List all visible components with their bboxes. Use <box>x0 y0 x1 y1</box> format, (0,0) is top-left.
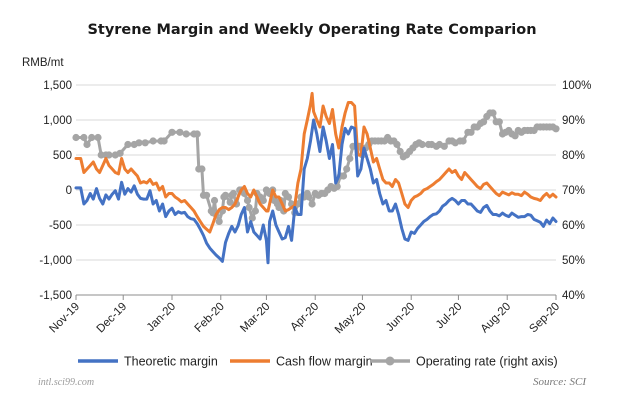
theoretic-margin-line <box>74 118 558 265</box>
operating-rate-marker <box>259 196 267 205</box>
x-tick-label: Jul-20 <box>434 301 465 332</box>
y2-tick-label: 60% <box>562 220 585 232</box>
operating-rate-marker <box>308 200 316 208</box>
operating-rate-marker <box>393 140 401 149</box>
operating-rate-marker <box>198 165 206 173</box>
operating-rate-marker <box>333 182 341 191</box>
operating-rate-marker <box>72 133 80 142</box>
y2-tick-label: 70% <box>562 185 585 197</box>
operating-rate-marker <box>346 154 354 163</box>
y-tick-label: 500 <box>53 150 72 162</box>
operating-rate-marker <box>339 172 348 180</box>
y2-tick-label: 100% <box>562 80 591 92</box>
operating-rate-marker <box>176 128 184 136</box>
y-tick-label: 1,000 <box>43 115 72 127</box>
x-tick-label: Dec-19 <box>95 301 130 336</box>
y2-tick-label: 90% <box>562 115 585 127</box>
operating-rate-marker <box>135 139 143 147</box>
operating-rate-marker <box>396 147 404 156</box>
operating-rate-marker <box>124 140 132 149</box>
x-tick-label: May-20 <box>333 301 369 337</box>
operating-rate-marker <box>305 193 313 201</box>
y2-tick-label: 50% <box>562 255 585 267</box>
y-tick-label: -1,500 <box>39 290 72 302</box>
operating-rate-marker <box>116 149 124 157</box>
x-tick-label: Apr-20 <box>288 301 321 334</box>
chart-title: Styrene Margin and Weekly Operating Rate… <box>87 22 536 38</box>
operating-rate-marker <box>248 214 256 222</box>
operating-rate-marker <box>552 125 560 133</box>
operating-rate-marker <box>210 196 219 205</box>
series-layer <box>72 91 560 265</box>
operating-rate-marker <box>467 128 475 136</box>
operating-rate-marker <box>168 128 176 136</box>
operating-rate-marker <box>480 118 488 126</box>
operating-rate-marker <box>418 140 426 149</box>
y-tick-label: -500 <box>49 220 72 232</box>
operating-rate-marker <box>245 203 253 212</box>
operating-rate-marker <box>343 165 351 173</box>
legend: Theoretic margin Cash flow margin Operatin… <box>78 355 558 369</box>
operating-rate-marker <box>495 118 503 126</box>
operating-rate-marker <box>489 109 497 117</box>
y2-tick-label: 80% <box>562 150 585 162</box>
operating-rate-marker <box>149 137 157 145</box>
legend-operating-label: Operating rate (right axis) <box>416 355 558 369</box>
operating-rate-marker <box>226 198 234 206</box>
operating-rate-marker <box>141 139 149 147</box>
y-tick-label: 0 <box>66 185 72 197</box>
y-tick-label: -1,000 <box>39 255 72 267</box>
operating-rate-marker <box>80 133 88 142</box>
operating-rate-marker <box>221 191 230 199</box>
operating-rate-marker <box>440 142 448 150</box>
x-tick-label: Aug-20 <box>479 301 514 336</box>
cash-flow-margin-line <box>74 91 558 234</box>
x-tick-label: Feb-20 <box>193 301 227 335</box>
operating-rate-marker <box>229 189 237 198</box>
operating-rate-marker <box>83 140 91 149</box>
legend-operating-marker <box>385 356 395 366</box>
operating-rate-marker <box>511 132 519 140</box>
x-tick-label: Nov-19 <box>47 301 82 336</box>
legend-theoretic-label: Theoretic margin <box>124 355 218 369</box>
y-axis-label: RMB/mt <box>22 57 64 69</box>
operating-rate-marker <box>94 133 102 142</box>
x-tick-label: Jun-20 <box>384 301 417 334</box>
watermark-text: intl.sci99.com <box>38 377 94 388</box>
y-tick-label: 1,500 <box>43 80 72 92</box>
operating-rate-marker <box>243 196 252 205</box>
operating-rate-marker <box>88 133 96 142</box>
operating-rate-marker <box>215 217 223 226</box>
operating-rate-marker <box>105 151 113 159</box>
operating-rate-marker <box>251 207 259 215</box>
x-tick-label: Sep-20 <box>527 301 562 336</box>
operating-rate-marker <box>284 193 293 201</box>
operating-rate-marker <box>182 130 190 138</box>
x-tick-label: Mar-20 <box>238 301 272 335</box>
operating-rate-marker <box>203 191 211 199</box>
y2-tick-label: 40% <box>562 290 585 302</box>
operating-rate-marker <box>459 137 467 145</box>
source-note: Source: SCI <box>533 376 587 388</box>
x-tick-label: Jan-20 <box>145 301 178 334</box>
operating-rate-marker <box>193 130 201 138</box>
legend-cashflow-label: Cash flow margin <box>276 355 373 369</box>
operating-rate-marker <box>160 137 168 145</box>
